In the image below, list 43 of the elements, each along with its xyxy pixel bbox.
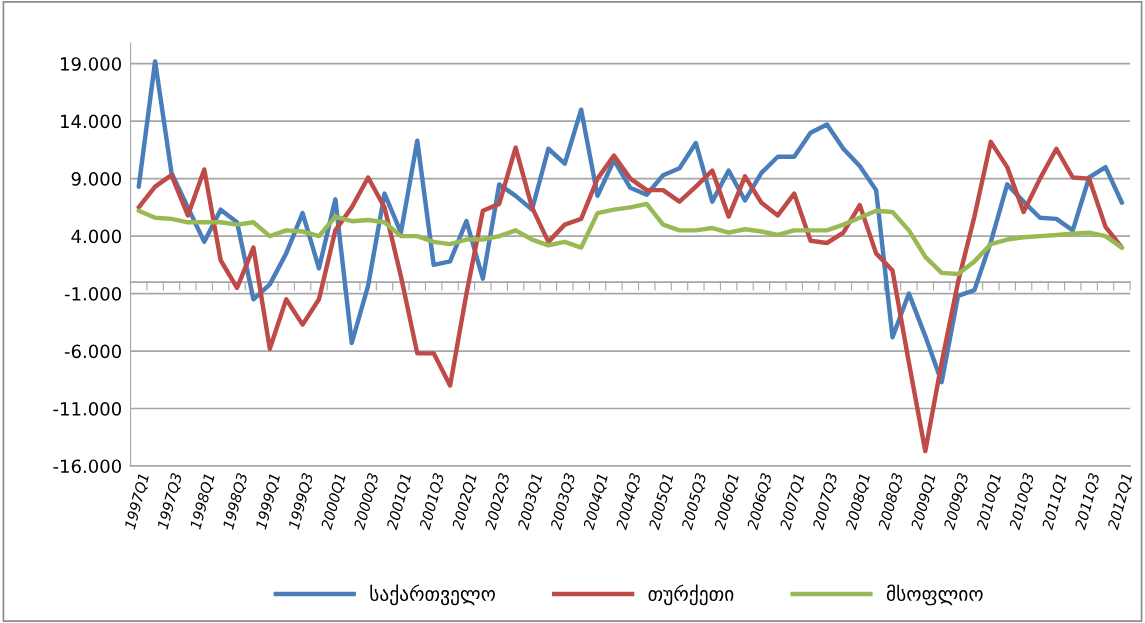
x-tick-label: 2002Q1 xyxy=(451,473,479,531)
x-tick-label: 1997Q1 xyxy=(124,473,151,531)
x-tick-label: 2005Q1 xyxy=(648,473,676,531)
x-tick-label: 2006Q1 xyxy=(713,473,741,531)
x-tick-label: 2010Q3 xyxy=(1008,472,1036,531)
x-tick-label: 1997Q3 xyxy=(156,472,184,531)
y-tick-label: -16.000 xyxy=(53,459,121,474)
y-tick-label: 4.000 xyxy=(71,229,121,244)
x-tick-label: 2002Q3 xyxy=(484,472,512,531)
x-tick-label: 2004Q3 xyxy=(615,472,643,531)
line-series xyxy=(136,59,1125,385)
line-series xyxy=(136,201,1125,277)
x-tick-label: 2010Q1 xyxy=(976,473,1003,531)
x-tick-label: 2007Q1 xyxy=(779,473,807,531)
y-tick-label: 9.000 xyxy=(71,172,121,186)
x-tick-label: 2000Q3 xyxy=(353,472,381,531)
x-tick-label: 2003Q1 xyxy=(517,473,544,531)
x-tick-label: 1998Q1 xyxy=(189,473,217,531)
x-tick-label: 2012Q1 xyxy=(1107,473,1134,531)
x-tick-label: 2004Q1 xyxy=(582,473,610,531)
x-tick-label: 2001Q3 xyxy=(418,472,446,531)
x-tick-label: 1999Q3 xyxy=(288,472,315,531)
x-tick-label: 1998Q3 xyxy=(222,472,250,531)
x-tick-label: 2001Q1 xyxy=(386,473,413,531)
y-tick-label: -1.000 xyxy=(64,287,121,301)
x-tick-label: 2008Q1 xyxy=(845,473,872,531)
y-tick-label: 14.000 xyxy=(61,114,121,129)
line-series xyxy=(136,139,1125,454)
legend-label: თურქეთი xyxy=(648,584,734,606)
x-tick-label: 2006Q3 xyxy=(746,472,774,531)
y-tick-label: 19.000 xyxy=(61,57,121,71)
legend-label: მსოფლიო xyxy=(886,584,983,606)
x-tick-label: 2007Q3 xyxy=(812,472,840,531)
x-tick-label: 2003Q3 xyxy=(550,472,578,531)
x-tick-label: 2008Q3 xyxy=(877,472,905,531)
x-tick-label: 2009Q1 xyxy=(910,473,938,531)
legend-label: საქართველო xyxy=(370,584,495,606)
y-tick-label: -11.000 xyxy=(53,401,121,416)
y-tick-label: -6.000 xyxy=(64,344,121,359)
x-tick-label: 2009Q3 xyxy=(943,472,971,531)
x-tick-label: 2005Q3 xyxy=(681,472,709,531)
x-tick-label: 2011Q3 xyxy=(1074,472,1102,531)
x-tick-label: 1999Q1 xyxy=(255,473,282,531)
